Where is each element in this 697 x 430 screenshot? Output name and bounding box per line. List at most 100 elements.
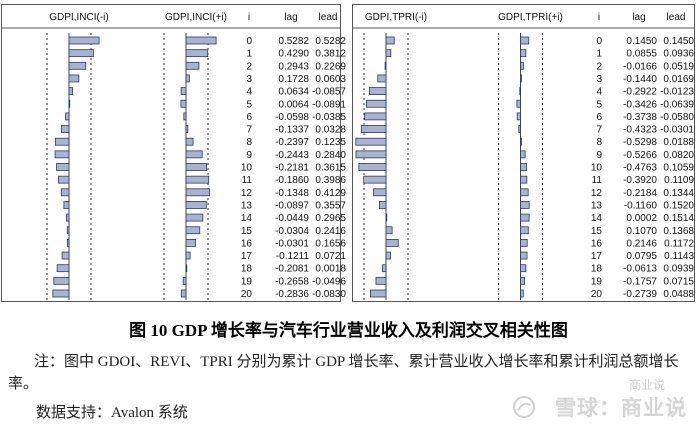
lag-index: 7 <box>596 125 602 136</box>
lead-bar <box>520 175 528 184</box>
lead-bar <box>520 188 529 197</box>
lag-bar <box>56 163 70 171</box>
lag-bar <box>355 137 387 146</box>
lag-index: 4 <box>596 87 602 98</box>
lead-bar <box>185 125 189 133</box>
lag-value: 0.0002 <box>626 213 657 224</box>
lead-bar <box>185 36 217 45</box>
lag-bar <box>364 112 387 121</box>
lag-index: 19 <box>241 276 253 287</box>
lead-value: 0.3557 <box>315 200 346 211</box>
lag-bar <box>61 251 70 260</box>
lag-bar <box>385 49 392 58</box>
lead-value: 0.2840 <box>315 150 346 161</box>
lead-bar <box>518 125 521 133</box>
lag-bar <box>68 99 71 108</box>
lead-bar <box>520 289 524 298</box>
lead-value: 0.1450 <box>663 36 694 47</box>
lead-value: 0.1520 <box>663 200 694 211</box>
lead-value: 0.0715 <box>663 276 694 287</box>
lag-bar <box>68 61 87 70</box>
panel-frame <box>352 4 695 302</box>
lag-value: -0.2739 <box>623 289 657 300</box>
lead-value: 0.5282 <box>315 36 346 47</box>
lag-index: 14 <box>591 213 603 224</box>
lag-value: -0.0304 <box>275 226 309 237</box>
lag-index: 2 <box>596 61 602 72</box>
lag-value: 0.5282 <box>278 36 309 47</box>
lead-value: -0.0385 <box>312 112 346 123</box>
lag-bar <box>57 175 70 184</box>
lag-value: -0.2397 <box>275 137 309 148</box>
lag-index: 0 <box>246 36 252 47</box>
lag-bar <box>63 201 70 209</box>
lag-bar <box>363 175 387 184</box>
column-header: lead <box>667 12 686 23</box>
lag-bar <box>377 74 387 83</box>
lag-value: -0.4323 <box>623 125 657 136</box>
lag-bar <box>385 213 388 222</box>
lag-value: -0.2181 <box>275 163 309 174</box>
lead-bar <box>185 150 203 159</box>
lead-bar <box>520 74 522 83</box>
lead-bar <box>180 289 187 298</box>
lead-value: 0.1109 <box>664 175 694 186</box>
lag-index: 16 <box>591 238 603 249</box>
lead-bar <box>520 264 527 273</box>
lag-index: 2 <box>246 61 252 72</box>
lag-bar <box>373 188 387 197</box>
lead-value: 0.1172 <box>664 238 694 249</box>
lag-value: -0.1348 <box>275 188 309 199</box>
figure-note: 注：图中 GDOI、REVI、TPRI 分别为累计 GDP 增长率、累计营业收入… <box>8 354 679 392</box>
lag-index: 12 <box>591 188 603 199</box>
lead-bar <box>520 238 528 247</box>
lag-value: 0.0634 <box>278 87 309 98</box>
lag-value: -0.0897 <box>275 200 309 211</box>
column-header: lag <box>284 12 297 23</box>
lead-value: 0.2416 <box>315 226 346 237</box>
column-header: GDPI,TPRI(+i) <box>498 12 563 23</box>
lead-value: 0.0018 <box>315 264 346 275</box>
panel-frame <box>1 4 341 302</box>
lag-bar <box>60 125 70 133</box>
lag-index: 20 <box>241 289 253 300</box>
lead-bar <box>185 213 204 222</box>
lead-bar <box>183 112 187 121</box>
lag-value: -0.4763 <box>623 163 657 174</box>
lead-value: 0.2965 <box>315 213 346 224</box>
lead-value: 0.3812 <box>315 49 346 60</box>
column-header: lead <box>319 12 338 23</box>
lag-value: -0.2836 <box>275 289 309 300</box>
lag-bar <box>385 238 399 247</box>
lead-value: 0.0488 <box>663 289 694 300</box>
lead-value: 0.0603 <box>315 74 346 85</box>
column-header: i <box>598 12 600 23</box>
lead-bar <box>185 49 209 58</box>
lead-bar <box>180 99 187 108</box>
lead-bar <box>180 87 187 95</box>
lag-value: -0.2081 <box>275 264 309 275</box>
lead-value: 0.3615 <box>315 163 346 174</box>
lag-value: 0.1450 <box>626 36 657 47</box>
lag-value: 0.0064 <box>278 99 309 110</box>
lag-value: -0.5266 <box>623 150 657 161</box>
lead-bar <box>520 163 527 171</box>
lead-bar <box>185 61 200 70</box>
lead-value: 0.0169 <box>663 74 694 85</box>
lead-bar <box>516 112 521 121</box>
lead-bar <box>520 61 524 70</box>
lead-bar <box>519 87 521 95</box>
lag-index: 0 <box>596 36 602 47</box>
lag-index: 6 <box>596 112 602 123</box>
lag-bar <box>66 238 70 247</box>
lead-bar <box>185 137 194 146</box>
lag-index: 9 <box>246 150 252 161</box>
figure-caption: 图 10 GDP 增长率与汽车行业营业收入及利润交叉相关性图 <box>129 321 568 340</box>
lead-bar <box>520 49 527 58</box>
lead-bar <box>520 36 530 45</box>
lead-value: -0.0496 <box>312 276 346 287</box>
lag-index: 10 <box>591 163 603 174</box>
lead-value: -0.0639 <box>660 99 694 110</box>
lead-bar <box>185 188 210 197</box>
lag-value: -0.0598 <box>275 112 309 123</box>
